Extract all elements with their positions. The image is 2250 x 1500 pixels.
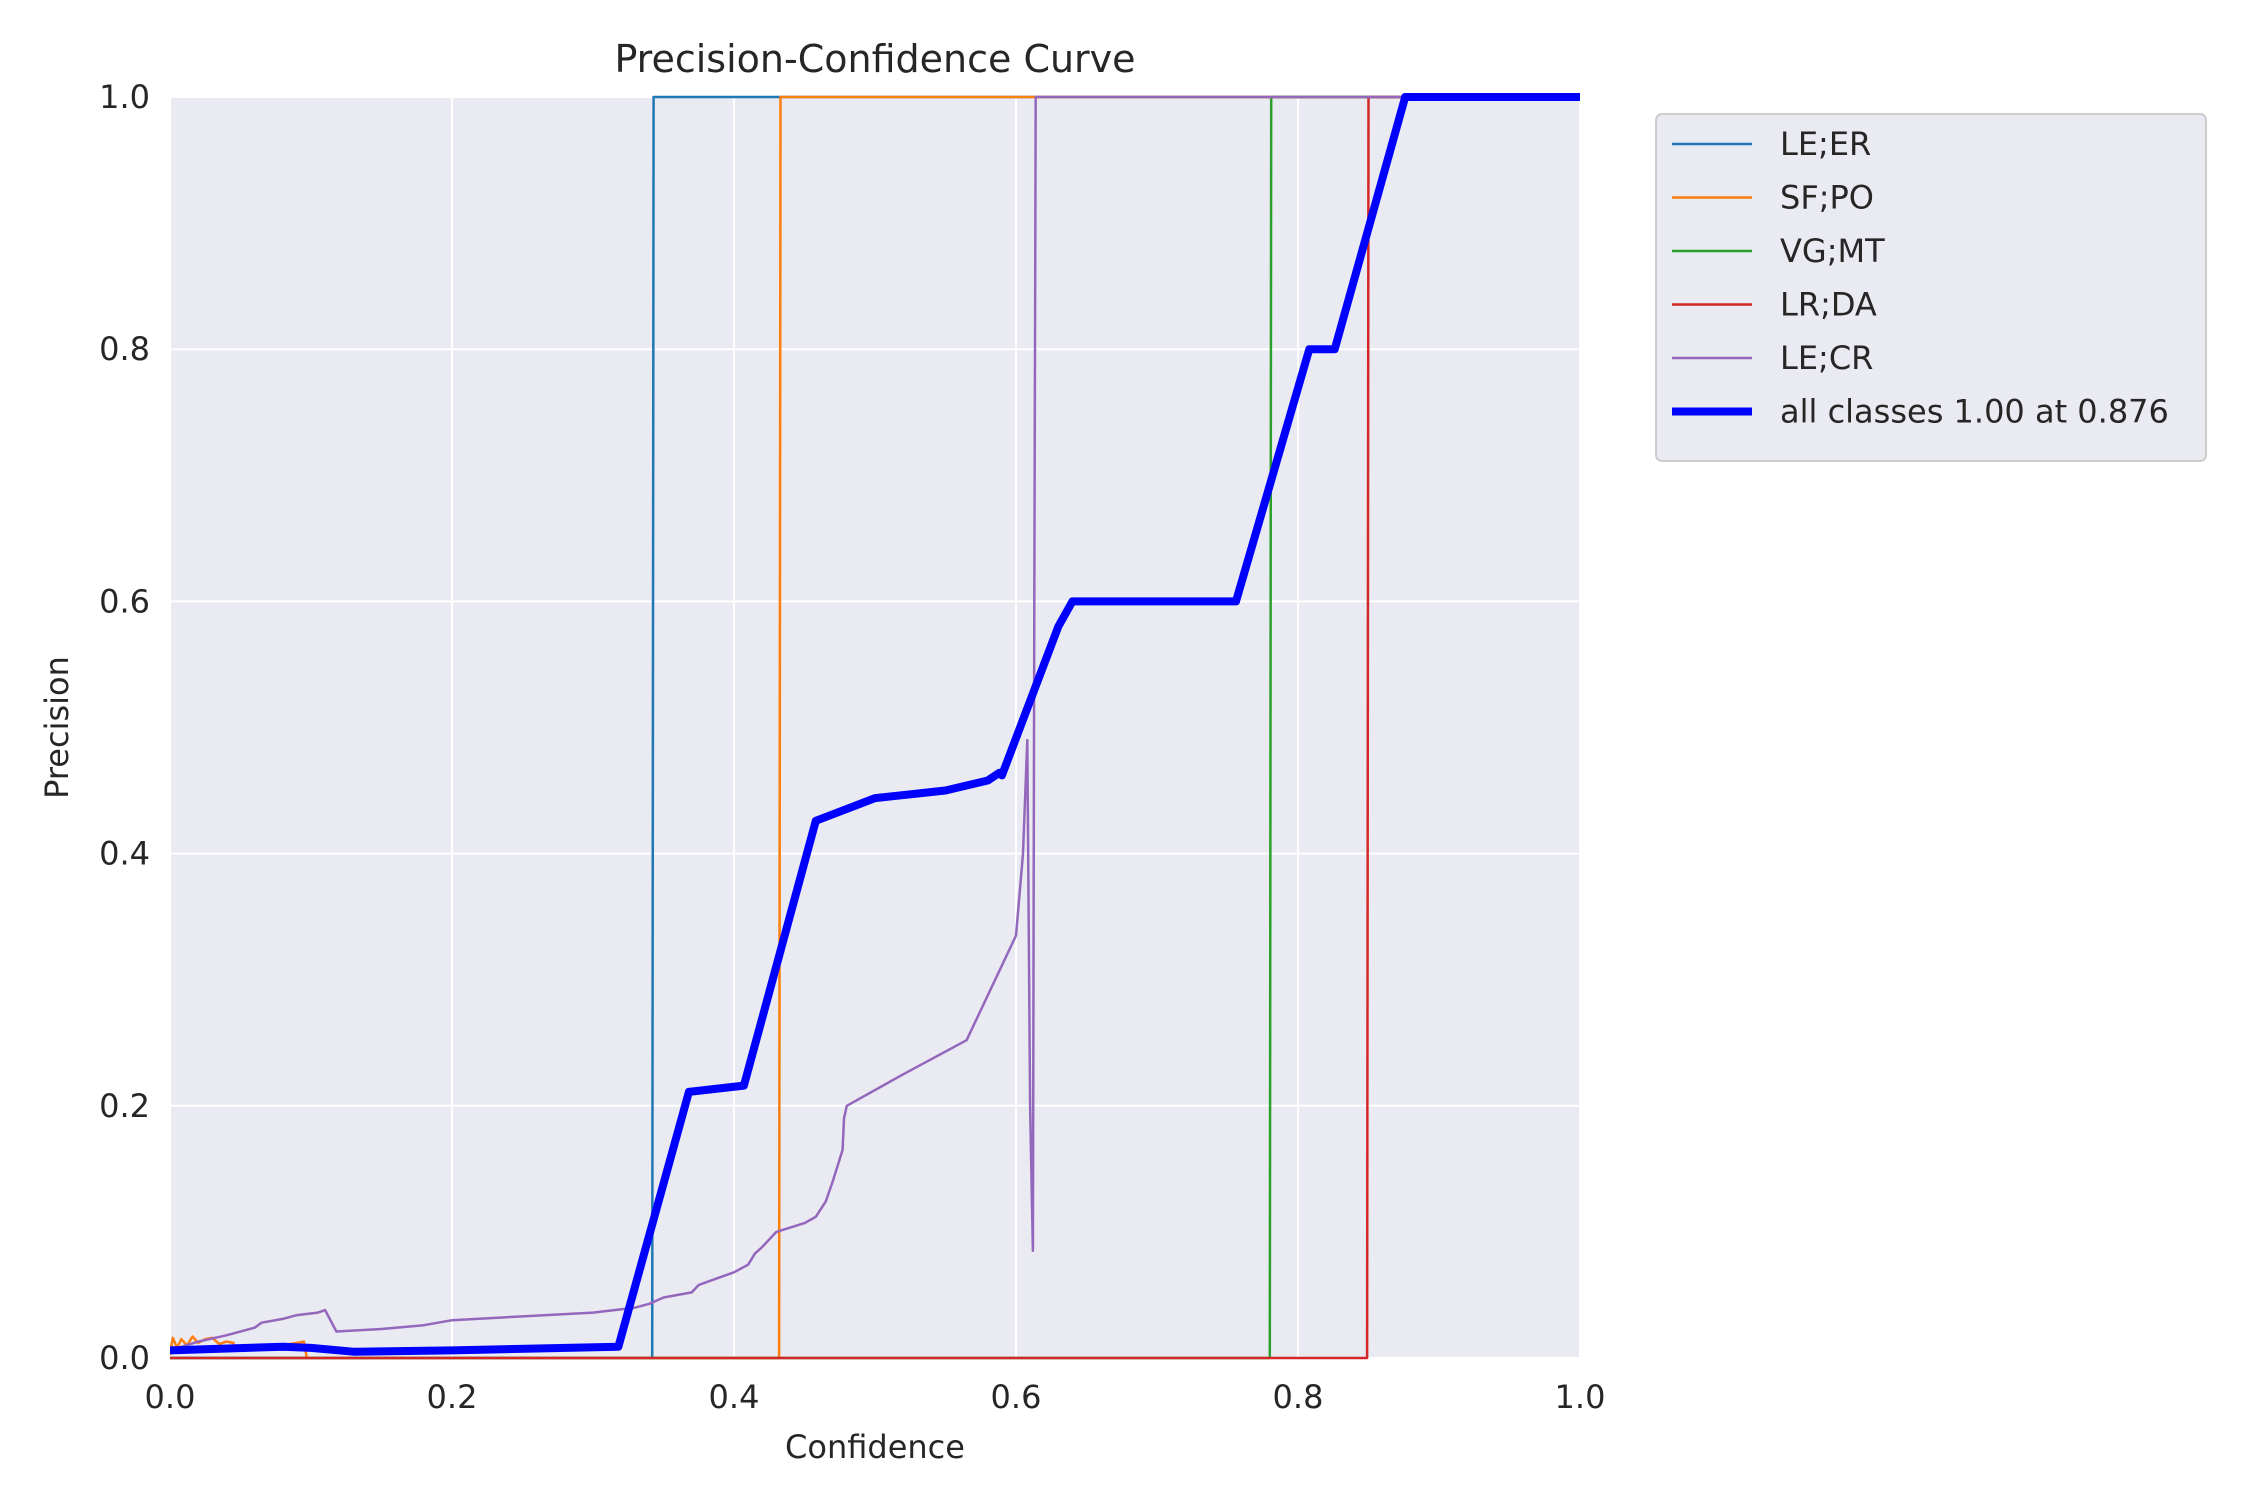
y-tick-label: 0.4 [99, 835, 150, 873]
x-tick-label: 0.8 [1273, 1378, 1324, 1416]
x-axis-label: Confidence [785, 1428, 965, 1466]
legend-entry: VG;MT [1780, 232, 1885, 270]
x-tick-label: 0.6 [991, 1378, 1042, 1416]
x-tick-label: 0.4 [709, 1378, 760, 1416]
legend: LE;ER SF;PO VG;MT LR;DA LE;CR all classes 1.0… [1655, 113, 2207, 462]
y-tick-label: 0.0 [99, 1339, 150, 1377]
tick-labels: 0.0 0.2 0.4 0.6 0.8 1.0 0.0 0.2 0.4 0.6 0.8 1.0 [99, 78, 1605, 1416]
legend-entry: LE;ER [1780, 125, 1871, 163]
legend-entry: SF;PO [1780, 179, 1874, 217]
x-tick-label: 0.2 [427, 1378, 478, 1416]
legend-entry: LR;DA [1780, 286, 1877, 324]
x-tick-label: 1.0 [1555, 1378, 1606, 1416]
y-axis-label: Precision [38, 656, 76, 799]
series-line-le-cr [170, 95, 1580, 1352]
legend-box [1655, 113, 2207, 462]
y-tick-label: 0.8 [99, 330, 150, 368]
y-tick-label: 0.2 [99, 1087, 150, 1125]
series-lines [170, 93, 1580, 1360]
x-tick-label: 0.0 [145, 1378, 196, 1416]
y-tick-label: 0.6 [99, 582, 150, 620]
series-line-all-classes-1-00-at-0-876 [170, 93, 1580, 1356]
legend-entry: all classes 1.00 at 0.876 [1780, 393, 2169, 431]
y-tick-label: 1.0 [99, 78, 150, 116]
chart-title: Precision-Confidence Curve [614, 37, 1135, 81]
legend-entry: LE;CR [1780, 339, 1873, 377]
